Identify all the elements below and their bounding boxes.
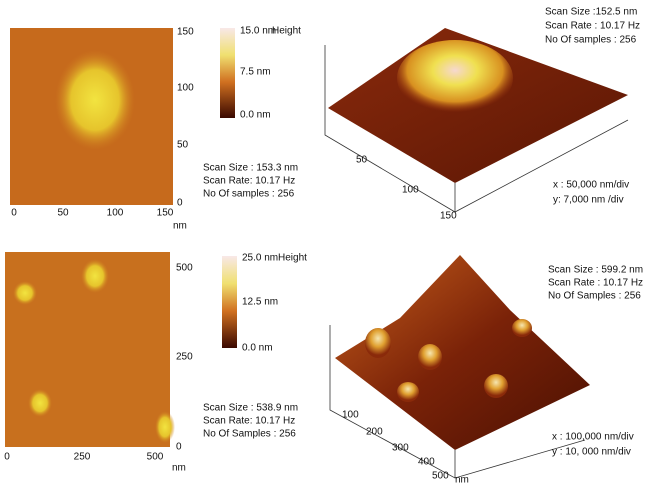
feature (397, 40, 513, 116)
x-tick-label: 250 (74, 452, 91, 463)
colorbar (222, 256, 237, 348)
colorbar-label: 25.0 nm (242, 253, 278, 264)
x-tick-label: 500 (147, 452, 164, 463)
tick-label: 300 (392, 443, 409, 454)
colorbar (220, 28, 235, 118)
colorbar-label: 15.0 nm (240, 26, 276, 37)
info: No Of samples : 256 (545, 35, 637, 46)
info: Scan Size : 538.9 nm (203, 403, 298, 414)
colorbar-label: 7.5 nm (240, 67, 271, 78)
colorbar-title: Height (278, 253, 307, 264)
y-tick-label: 0 (176, 442, 182, 453)
info: Scan Rate : 10.17 Hz (545, 21, 640, 32)
colorbar-title: Height (272, 26, 301, 37)
y-tick-label: 150 (177, 27, 194, 38)
box (324, 45, 629, 213)
y-tick-label: 0 (177, 198, 183, 209)
feature (484, 374, 508, 398)
colorbar-label: 12.5 nm (242, 297, 278, 308)
y-tick-label: 250 (176, 352, 193, 363)
feature (397, 382, 419, 402)
x-tick-label: 100 (107, 208, 124, 219)
tick-label: 100 (402, 185, 419, 196)
y-tick-label: 500 (176, 263, 193, 274)
box (329, 325, 586, 479)
scale: y : 10, 000 nm/div (552, 447, 631, 458)
info: Scan Size : 153.3 nm (203, 163, 298, 174)
tick-label: 400 (418, 457, 435, 468)
x-tick-label: 0 (4, 452, 10, 463)
tick-label: 200 (366, 427, 383, 438)
feature (55, 50, 135, 150)
feature (418, 344, 442, 370)
x-tick-label: 0 (11, 208, 17, 219)
feature (28, 389, 52, 417)
info: Scan Size : 599.2 nm (548, 265, 643, 276)
scale: x : 50,000 nm/div (553, 180, 629, 191)
unit: nm (455, 475, 469, 486)
tick-label: 100 (342, 410, 359, 421)
info: Scan Size :152.5 nm (545, 7, 637, 18)
y-tick-label: 50 (177, 140, 189, 151)
surface (335, 255, 590, 450)
colorbar-label: 0.0 nm (240, 110, 271, 121)
info: No Of Samples : 256 (203, 429, 296, 440)
tick-label: 50 (356, 155, 368, 166)
colorbar-label: 0.0 nm (242, 343, 273, 354)
feature (81, 259, 109, 293)
x-tick-label: 50 (57, 208, 69, 219)
info: No Of samples : 256 (203, 189, 295, 200)
scale: x : 100,000 nm/div (552, 432, 634, 443)
info: Scan Rate : 10.17 Hz (548, 278, 643, 289)
tick-label: 150 (440, 211, 457, 222)
feature (155, 411, 175, 443)
info: No Of Samples : 256 (548, 291, 641, 302)
info: Scan Rate: 10.17 Hz (203, 176, 295, 187)
x-tick-label: 150 (157, 208, 174, 219)
y-tick-label: 100 (177, 83, 194, 94)
tick-label: 500 (432, 471, 449, 482)
feature (365, 328, 391, 358)
scale: y: 7,000 nm /div (553, 195, 624, 206)
feature (13, 281, 37, 305)
unit: nm (172, 463, 186, 474)
info: Scan Rate: 10.17 Hz (203, 416, 295, 427)
feature (512, 319, 532, 337)
unit: nm (173, 221, 187, 232)
